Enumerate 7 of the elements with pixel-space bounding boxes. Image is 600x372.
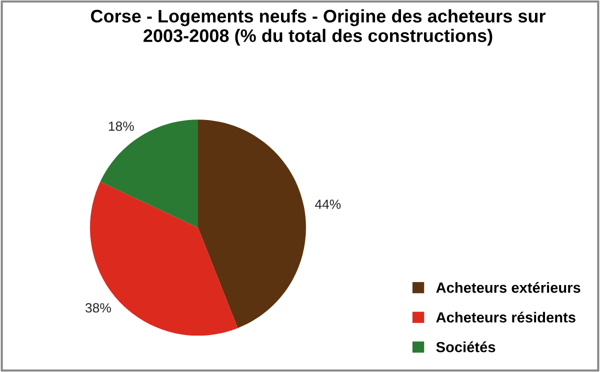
data-label: 18%: [108, 122, 134, 131]
legend-label: Sociétés: [436, 341, 496, 352]
chart-title: Corse - Logements neufs - Origine des acheteurs sur 2003-2008 (% du total des constructions): [91, 9, 546, 46]
legend-label: Acheteurs extérieurs: [436, 282, 580, 293]
data-label: 44%: [315, 200, 341, 209]
data-label: 38%: [85, 303, 111, 313]
legend-label: Acheteurs résidents: [436, 312, 576, 323]
